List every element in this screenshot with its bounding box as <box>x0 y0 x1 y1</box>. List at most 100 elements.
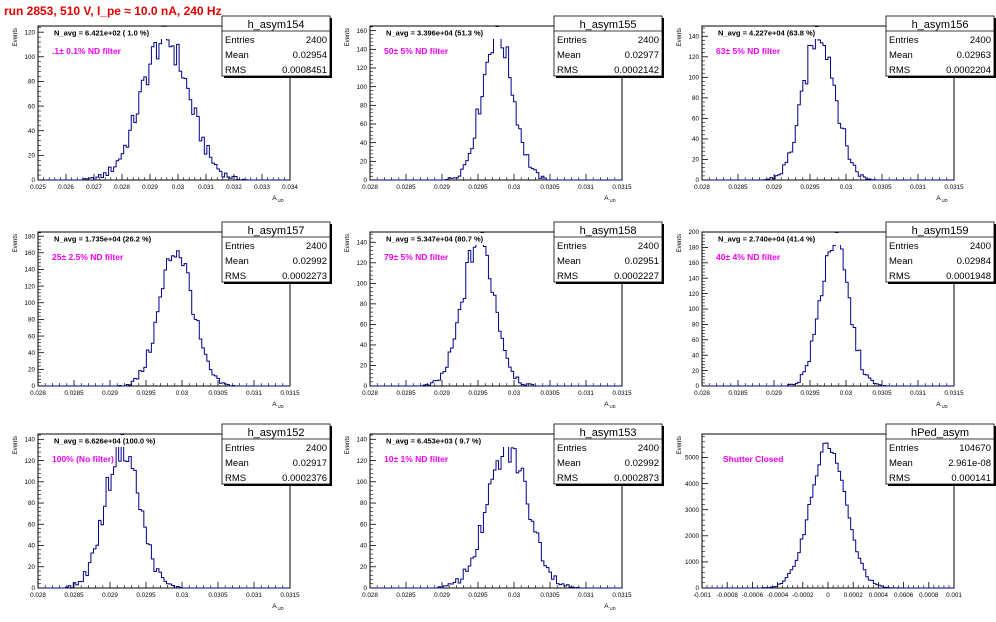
stats-label: Mean <box>225 50 249 61</box>
navg-label: N_avg = 2.740e+04 (41.4 %) <box>718 235 816 244</box>
x-tick-label: -0.0002 <box>792 592 814 599</box>
stats-box <box>221 15 331 77</box>
x-tick-label: 0.029 <box>766 390 782 397</box>
y-tick-label: 100 <box>688 306 699 313</box>
stats-value: 0.02984 <box>957 256 991 267</box>
navg-box <box>51 435 223 447</box>
stats-label: Mean <box>557 50 581 61</box>
histogram-name: h_asym156 <box>912 19 969 31</box>
x-axis-title: AUD <box>604 195 615 203</box>
y-tick-label: 200 <box>688 229 699 236</box>
filter-annotation: 40± 4% ND filter <box>716 252 781 262</box>
filter-annotation: 79± 5% ND filter <box>384 252 449 262</box>
x-tick-label: 0.029 <box>434 390 450 397</box>
histogram-panel-hPed_asym: -0.001 -0.0008 -0.0006 -0.0004 -0.0002 0 0.000… <box>677 423 996 599</box>
x-tick-label: 0.0295 <box>800 184 820 191</box>
histogram-name: h_asym153 <box>580 427 637 439</box>
x-tick-label: 0.0295 <box>468 592 488 599</box>
stats-value: 104670 <box>959 443 991 454</box>
stats-label: RMS <box>557 473 578 484</box>
x-tick-label: 0.031 <box>578 184 594 191</box>
x-tick-label: 0.0295 <box>136 592 156 599</box>
y-tick-label: 20 <box>692 368 700 375</box>
stats-label: Entries <box>557 241 587 252</box>
y-tick-label: 2000 <box>685 533 700 540</box>
stats-label: RMS <box>225 65 246 76</box>
stats-value: 0.02917 <box>293 458 327 469</box>
x-tick-label: 0.0305 <box>540 184 560 191</box>
plot-frame <box>369 433 623 589</box>
y-tick-label: 80 <box>692 95 700 102</box>
filter-annotation: Shutter Closed <box>723 454 783 464</box>
stats-label: RMS <box>889 473 910 484</box>
y-tick-label: 20 <box>360 363 368 370</box>
navg-label: N_avg = 6.453e+03 ( 9.7 %) <box>386 437 482 446</box>
x-tick-label: 0.0008 <box>919 592 939 599</box>
y-tick-label: 60 <box>692 337 700 344</box>
stats-value: 0.02977 <box>625 50 659 61</box>
y-tick-label: 160 <box>688 260 699 267</box>
stats-value: 2400 <box>638 443 659 454</box>
y-axis-title: Events <box>345 28 351 46</box>
stats-label: Entries <box>225 443 255 454</box>
stats-value: 2400 <box>638 241 659 252</box>
histogram-panel-h_asym156: 0.028 0.0285 0.029 0.0295 0.03 0.0305 0.031 0.0… <box>677 15 996 203</box>
x-tick-label: 0.031 <box>246 592 262 599</box>
stats-label: Entries <box>225 241 255 252</box>
x-tick-label: 0.029 <box>766 184 782 191</box>
y-tick-label: 100 <box>24 479 35 486</box>
y-tick-label: 1000 <box>685 559 700 566</box>
x-tick-label: 0.031 <box>910 184 926 191</box>
x-tick-label: 0.027 <box>86 184 102 191</box>
stats-box <box>885 221 995 283</box>
x-tick-label: 0.029 <box>102 592 118 599</box>
histogram-name: h_asym158 <box>580 225 637 237</box>
y-tick-label: 100 <box>356 84 367 91</box>
x-tick-label: 0.029 <box>434 184 450 191</box>
y-tick-label: 0 <box>363 585 367 592</box>
x-axis-title: AUD <box>604 401 615 409</box>
y-tick-label: 60 <box>28 521 36 528</box>
stats-label: Mean <box>889 458 913 469</box>
histogram-panel-h_asym152: 0.028 0.0285 0.029 0.0295 0.03 0.0305 0.031 0.0… <box>13 423 332 611</box>
x-tick-label: 0.03 <box>840 184 853 191</box>
navg-box <box>383 233 555 245</box>
y-tick-label: 100 <box>24 54 35 61</box>
y-tick-label: 60 <box>28 333 36 340</box>
filter-annotation: 10± 1% ND filter <box>384 454 449 464</box>
y-tick-label: 100 <box>688 75 699 82</box>
x-tick-label: 0.031 <box>910 390 926 397</box>
x-tick-label: 0.03 <box>508 592 521 599</box>
navg-label: N_avg = 5.347e+04 (80.7 %) <box>386 235 484 244</box>
y-tick-label: 140 <box>24 437 35 444</box>
x-tick-label: 0.026 <box>58 184 74 191</box>
x-tick-label: 0.0002 <box>844 592 864 599</box>
y-tick-label: 80 <box>360 301 368 308</box>
y-tick-label: 180 <box>24 233 35 240</box>
y-tick-label: 120 <box>24 283 35 290</box>
x-tick-label: 0.0295 <box>800 390 820 397</box>
x-tick-label: 0.0285 <box>728 390 748 397</box>
stats-box <box>553 423 663 485</box>
x-tick-label: 0.0285 <box>728 184 748 191</box>
histogram-line <box>370 438 622 589</box>
stats-label: Mean <box>889 50 913 61</box>
y-tick-label: 0 <box>31 585 35 592</box>
y-tick-label: 40 <box>360 140 368 147</box>
histogram-line <box>370 232 622 387</box>
x-tick-label: 0.0305 <box>208 390 228 397</box>
stats-label: RMS <box>557 271 578 282</box>
stats-label: Mean <box>557 458 581 469</box>
y-tick-label: 80 <box>360 103 368 110</box>
x-axis-title: AUD <box>272 195 283 203</box>
stats-value: 2.961e-08 <box>948 458 991 469</box>
stats-box <box>221 423 331 485</box>
x-tick-label: -0.001 <box>693 592 711 599</box>
x-tick-label: 0.0006 <box>894 592 914 599</box>
y-tick-label: 40 <box>28 128 36 135</box>
navg-label: N_avg = 4.227e+04 (63.8 %) <box>718 29 816 38</box>
y-axis-title: Events <box>345 234 351 252</box>
y-tick-label: 100 <box>356 281 367 288</box>
x-tick-label: 0.031 <box>578 390 594 397</box>
x-tick-label: 0.028 <box>694 184 710 191</box>
